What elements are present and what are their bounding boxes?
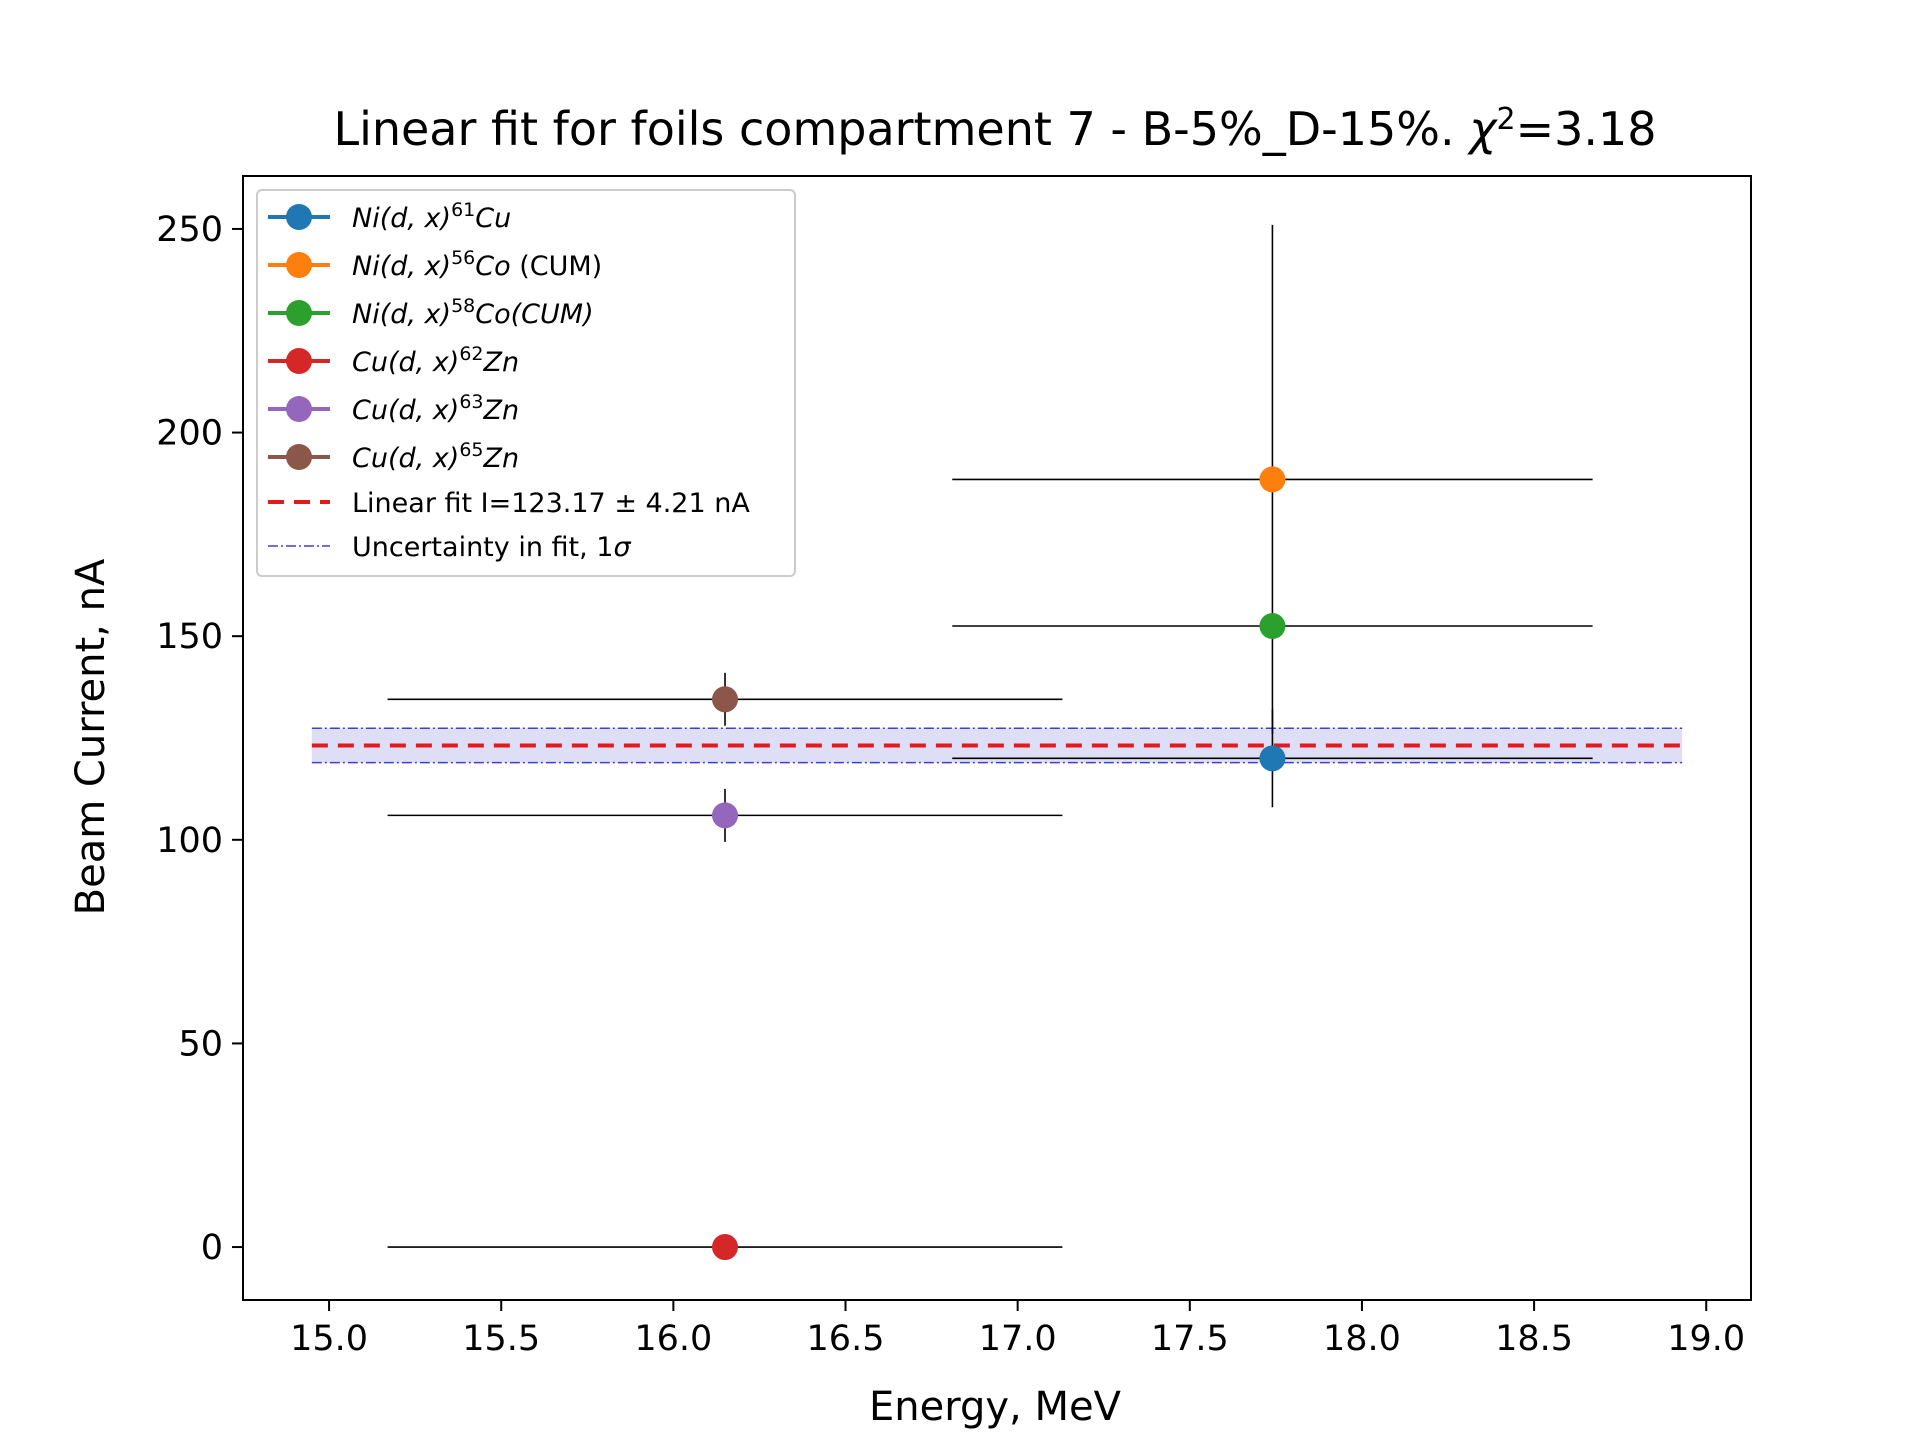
data-point bbox=[712, 802, 739, 829]
y-tick-label: 50 bbox=[178, 1024, 223, 1064]
y-tick-label: 200 bbox=[156, 414, 223, 454]
legend-box bbox=[256, 189, 796, 577]
x-tick-label: 16.0 bbox=[634, 1319, 712, 1359]
x-tick-label: 19.0 bbox=[1667, 1319, 1745, 1359]
legend-marker-dot bbox=[286, 396, 312, 422]
chart-title: Linear fit for foils compartment 7 - B-5… bbox=[333, 102, 1656, 156]
legend-entry-label: Cu(d, x)65Zn bbox=[352, 439, 519, 474]
plot-frame bbox=[242, 175, 1752, 1301]
data-point bbox=[1259, 745, 1286, 772]
y-tick-label: 0 bbox=[201, 1228, 223, 1268]
y-axis-ticks: 0 50 100 150 200 250 bbox=[156, 210, 243, 1268]
y-axis-label: Beam Current, nA bbox=[68, 558, 114, 915]
x-tick-label: 18.0 bbox=[1323, 1319, 1401, 1359]
legend-entry-label: Cu(d, x)63Zn bbox=[352, 391, 519, 426]
legend-entry-label: Cu(d, x)62Zn bbox=[352, 343, 519, 378]
legend-marker-dot bbox=[286, 252, 312, 278]
legend-marker-dot bbox=[286, 348, 312, 374]
legend-entry-label: Ni(d, x)56Co (CUM) bbox=[352, 247, 602, 282]
x-tick-label: 17.0 bbox=[979, 1319, 1057, 1359]
x-tick-label: 17.5 bbox=[1151, 1319, 1229, 1359]
data-points-layer bbox=[712, 466, 1286, 1261]
legend-band-label: Uncertainty in fit, 1σ bbox=[352, 532, 631, 563]
legend-marker-dot bbox=[286, 300, 312, 326]
y-tick-label: 100 bbox=[156, 821, 223, 861]
y-tick-label: 250 bbox=[156, 210, 223, 250]
x-tick-label: 15.0 bbox=[290, 1319, 368, 1359]
legend: Ni(d, x)61Cu Ni(d, x)56Co (CUM) Ni(d, x)58… bbox=[256, 189, 796, 577]
data-point bbox=[712, 686, 739, 713]
x-tick-label: 16.5 bbox=[807, 1319, 885, 1359]
data-point bbox=[712, 1234, 739, 1261]
x-tick-label: 18.5 bbox=[1495, 1319, 1573, 1359]
legend-entry-label: Ni(d, x)61Cu bbox=[352, 199, 511, 234]
data-point bbox=[1259, 613, 1286, 640]
data-point bbox=[1259, 466, 1286, 493]
x-tick-label: 15.5 bbox=[462, 1319, 540, 1359]
legend-items: Ni(d, x)61Cu Ni(d, x)56Co (CUM) Ni(d, x)58… bbox=[268, 199, 750, 563]
y-tick-label: 150 bbox=[156, 617, 223, 657]
x-axis-ticks: 15.0 15.5 16.0 16.5 17.0 17.5 18.0 18.5 19.0 bbox=[290, 1300, 1745, 1359]
legend-marker-dot bbox=[286, 444, 312, 470]
x-axis-label: Energy, MeV bbox=[869, 1384, 1122, 1430]
legend-entry-label: Ni(d, x)58Co(CUM) bbox=[352, 295, 594, 330]
legend-fit-label: Linear fit I=123.17 ± 4.21 nA bbox=[352, 488, 750, 519]
legend-marker-dot bbox=[286, 204, 312, 230]
